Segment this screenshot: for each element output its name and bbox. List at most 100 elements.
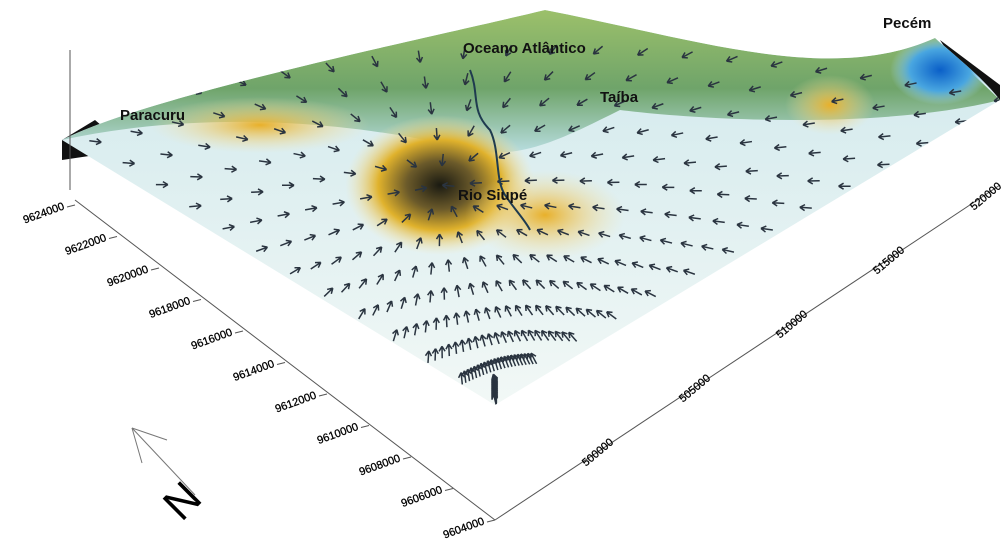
flow-arrow: [337, 87, 348, 98]
flow-arrow: [328, 228, 341, 236]
flow-arrow: [498, 151, 511, 160]
flow-arrow: [343, 169, 357, 177]
flow-arrow: [463, 310, 471, 323]
flow-arrow: [606, 311, 617, 320]
flow-arrow: [402, 326, 410, 339]
flow-arrow: [808, 149, 821, 157]
flow-arrow: [479, 334, 487, 347]
flow-arrow: [462, 256, 469, 270]
flow-arrow: [592, 204, 605, 212]
flow-arrow: [689, 187, 702, 195]
flow-arrow: [506, 330, 515, 343]
flow-arrow: [495, 254, 505, 265]
flow-arrow: [469, 179, 482, 187]
flow-arrow: [160, 151, 173, 159]
flow-arrow: [89, 138, 102, 146]
flow-arrow: [376, 273, 384, 285]
flow-arrow: [522, 279, 532, 290]
flow-arrow: [273, 127, 287, 135]
place-label: Taíba: [600, 89, 639, 106]
flow-arrow: [682, 268, 696, 276]
flow-arrow: [171, 120, 185, 128]
flow-arrow: [255, 245, 269, 253]
place-label: Oceano Atlântico: [463, 40, 586, 57]
flow-arrow: [394, 241, 403, 253]
flow-arrow: [915, 139, 929, 147]
flow-arrow: [441, 181, 455, 190]
tick-mark: [402, 456, 412, 460]
flow-arrow: [340, 282, 351, 293]
flow-arrow: [445, 343, 453, 357]
flow-arrow: [508, 279, 518, 291]
flow-arrow: [422, 320, 430, 333]
tick-label: 9612000: [274, 390, 318, 416]
flow-arrow: [372, 246, 383, 257]
flow-arrow: [386, 300, 394, 313]
flow-arrow: [411, 265, 419, 278]
flow-arrow: [541, 329, 550, 341]
flow-arrow: [452, 341, 460, 354]
tick-mark: [486, 519, 496, 523]
flow-arrow: [744, 194, 757, 203]
flow-arrow: [625, 74, 637, 82]
flow-arrow: [534, 304, 544, 316]
flow-arrow: [545, 305, 555, 316]
flow-arrow: [465, 337, 473, 351]
flow-arrow: [716, 190, 730, 199]
tick-label: 9606000: [400, 484, 444, 510]
flow-arrow: [621, 153, 635, 161]
tick-label: 510000: [774, 308, 810, 341]
tick-label: 515000: [871, 244, 907, 277]
flow-arrow: [504, 305, 512, 317]
flow-arrow: [535, 279, 546, 290]
flow-arrow: [764, 114, 778, 123]
flow-arrow: [707, 81, 720, 88]
flow-arrow: [130, 128, 143, 137]
tick-mark: [444, 488, 454, 491]
flow-arrow: [644, 289, 657, 298]
flow-arrow: [351, 251, 363, 261]
flow-arrow: [585, 308, 596, 318]
flow-arrow: [688, 214, 701, 222]
flow-arrow: [251, 188, 264, 196]
flow-arrow: [327, 145, 340, 153]
flow-arrow: [462, 72, 470, 86]
flow-arrow: [473, 308, 481, 321]
flow-arrow: [548, 279, 560, 290]
flow-arrow: [376, 218, 388, 227]
flow-arrow: [435, 233, 444, 247]
flow-arrow: [362, 139, 374, 147]
flow-arrow: [310, 261, 322, 270]
flow-arrow: [721, 246, 735, 255]
flow-arrow: [500, 331, 508, 344]
flow-arrow: [714, 163, 727, 171]
flow-arrow: [544, 202, 557, 210]
flow-arrow: [616, 205, 629, 214]
flow-arrow: [576, 98, 588, 107]
flow-arrow: [393, 269, 402, 282]
flow-arrow: [387, 189, 400, 197]
flow-arrow: [639, 235, 652, 243]
flow-arrow: [799, 203, 812, 212]
flow-arrow: [467, 282, 475, 295]
tick-label: 9610000: [316, 421, 360, 447]
flow-arrow: [705, 134, 718, 142]
flow-arrow: [224, 165, 238, 173]
flow-arrow: [476, 229, 486, 241]
flow-arrow: [524, 304, 534, 316]
flow-arrow: [502, 97, 511, 109]
flow-arrow: [878, 133, 891, 141]
flow-arrow: [613, 100, 626, 108]
flow-arrow: [602, 126, 615, 134]
flow-arrow: [398, 132, 407, 144]
flow-arrow: [304, 204, 318, 213]
flow-arrow: [652, 155, 666, 164]
flow-arrow: [332, 199, 345, 207]
flow-arrow: [681, 51, 693, 59]
flow-arrow: [293, 151, 306, 159]
flow-arrow: [590, 151, 604, 159]
flow-arrow: [872, 103, 885, 111]
flow-arrow: [513, 329, 522, 342]
flow-arrow: [659, 237, 673, 245]
flow-arrow: [358, 307, 366, 320]
